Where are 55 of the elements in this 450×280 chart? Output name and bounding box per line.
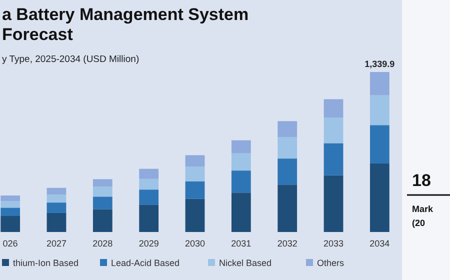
x-tick-label: 026	[2, 238, 18, 248]
bar	[185, 166, 205, 182]
bar	[231, 153, 251, 171]
bar	[139, 190, 159, 205]
bar	[92, 209, 112, 232]
bar	[0, 196, 20, 201]
bar	[92, 186, 112, 197]
legend-label: Others	[317, 258, 345, 268]
bar	[278, 184, 298, 232]
bar	[46, 212, 66, 232]
x-tick-label: 2028	[92, 238, 113, 248]
bar	[185, 155, 205, 167]
bar	[46, 202, 66, 213]
bar	[0, 216, 20, 232]
text: Mark	[412, 204, 434, 214]
legend-label: Nickel Based	[219, 258, 272, 268]
bar	[231, 170, 251, 193]
x-tick-label: 2034	[370, 238, 390, 248]
x-tick-label: 2029	[138, 238, 159, 248]
chart-subtitle: y Type, 2025-2034 (USD Million)	[2, 54, 140, 65]
text: (20	[412, 218, 426, 228]
bar	[231, 192, 251, 232]
bar	[0, 208, 20, 216]
bar	[185, 181, 205, 199]
legend-label: thium-Ion Based	[13, 258, 79, 268]
bar	[324, 99, 344, 118]
bar	[278, 121, 298, 138]
annotation: 1,339.9	[364, 59, 395, 69]
bar	[46, 194, 66, 203]
x-tick-label: 2033	[324, 238, 344, 248]
bar	[92, 196, 112, 210]
bar	[370, 72, 390, 96]
x-tick-label: 2032	[277, 238, 298, 248]
chart-title: a Battery Management System Forecast	[2, 5, 249, 44]
x-tick-label: 2031	[231, 238, 252, 248]
bar	[139, 168, 159, 179]
bar	[231, 140, 251, 154]
bar	[278, 158, 298, 185]
legend-label: Lead-Acid Based	[111, 258, 180, 268]
bar	[278, 137, 298, 159]
bar	[324, 175, 344, 232]
bar	[0, 200, 20, 208]
x-tick-label: 2027	[46, 238, 66, 248]
bar	[324, 143, 344, 176]
bar	[324, 118, 344, 144]
bar	[370, 164, 390, 232]
bar	[46, 188, 66, 195]
bar	[139, 204, 159, 232]
bar	[92, 179, 112, 187]
bar	[370, 95, 390, 126]
text: 18	[412, 171, 431, 190]
bar	[139, 178, 159, 190]
x-tick-label: 2030	[184, 238, 206, 248]
bar	[370, 125, 390, 164]
bar	[185, 198, 205, 232]
